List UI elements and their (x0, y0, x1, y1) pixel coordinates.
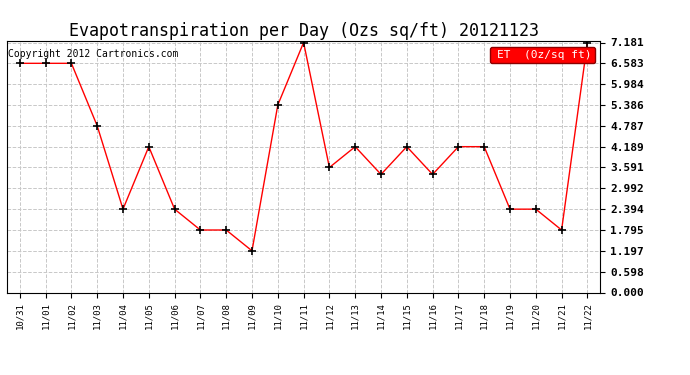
Title: Evapotranspiration per Day (Ozs sq/ft) 20121123: Evapotranspiration per Day (Ozs sq/ft) 2… (68, 22, 539, 40)
Legend: ET  (0z/sq ft): ET (0z/sq ft) (490, 47, 595, 63)
Text: Copyright 2012 Cartronics.com: Copyright 2012 Cartronics.com (8, 49, 179, 59)
